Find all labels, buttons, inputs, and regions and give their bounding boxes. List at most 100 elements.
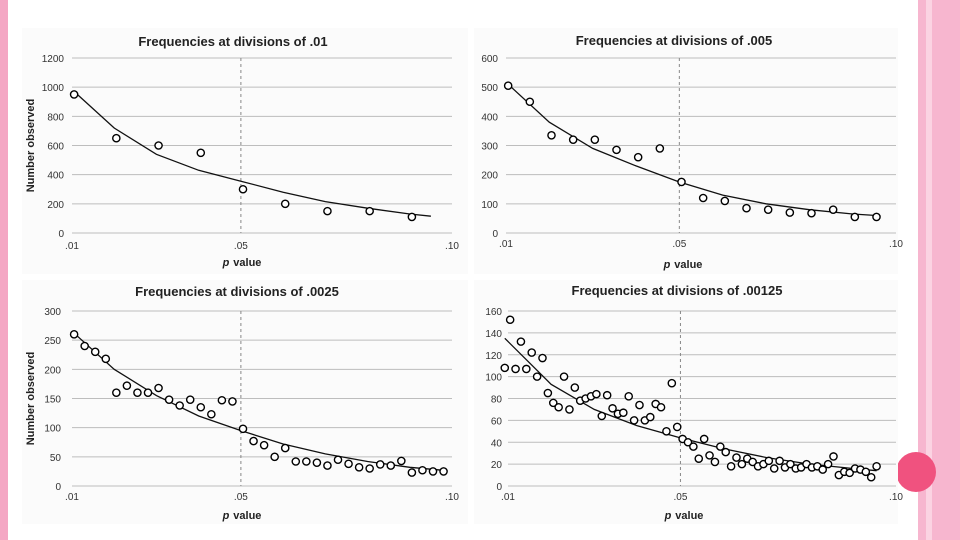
data-point [228,397,237,406]
data-point [112,133,121,143]
y-tick-label: 300 [481,142,498,153]
right-accent-stripe-inner [932,0,960,540]
data-point [872,462,881,471]
data-point [527,348,537,357]
data-point [565,405,574,414]
data-point [683,437,693,447]
data-point [726,462,736,471]
data-point [829,452,838,461]
data-point [154,141,163,150]
data-point [280,443,290,453]
x-axis-title: p value [664,510,704,522]
y-tick-label: 400 [47,171,64,182]
data-point [785,208,795,217]
y-tick-label: 500 [481,83,498,94]
data-point [786,459,795,469]
x-tick-label: .10 [445,241,459,252]
data-point [439,467,448,476]
data-point [710,457,720,467]
data-point [775,456,784,466]
chart-title: Frequencies at divisions of .00125 [572,283,783,298]
data-point [532,372,542,381]
chart-panel-top-left [22,28,468,274]
data-point [112,388,121,397]
data-point [207,409,216,419]
y-axis-title: Number observed [25,352,37,446]
data-point [185,395,195,404]
y-tick-label: 0 [58,229,64,240]
data-point [249,436,258,446]
x-tick-label: .10 [889,239,903,250]
data-point [590,135,600,144]
data-point [592,389,601,399]
y-axis-title: Number observed [25,99,37,193]
right-accent-stripe-mid [926,0,932,540]
data-point [101,354,111,364]
y-tick-label: 0 [496,482,502,493]
data-point [861,467,871,477]
x-axis-title: p value [663,259,703,271]
data-point [619,408,628,418]
y-tick-label: 20 [491,460,503,471]
x-axis-title-prefix: p [222,510,230,522]
data-point [505,315,515,325]
trend-line [73,91,431,217]
data-point [365,464,374,473]
data-point [428,467,438,476]
data-point [570,383,580,392]
data-point [732,453,741,462]
data-point [386,461,396,470]
data-point [699,434,709,444]
x-axis-title-prefix: p [222,257,230,269]
data-point [624,392,634,401]
data-point [217,395,227,405]
y-tick-label: 800 [47,112,64,123]
y-tick-label: 0 [492,229,498,240]
y-tick-label: 200 [44,365,61,376]
data-point [764,456,774,466]
data-point [716,442,725,451]
data-point [344,459,353,469]
data-point [672,422,682,432]
x-tick-label: .05 [234,241,248,252]
chart-1: Frequencies at divisions of .01 0 200 400 60… [25,34,459,269]
data-point [375,460,385,469]
data-point [828,205,838,214]
data-point [689,442,698,451]
y-tick-label: 100 [481,200,498,211]
x-axis-title-suffix: value [233,257,261,269]
data-point [748,457,757,467]
data-point [559,372,569,381]
y-tick-label: 120 [485,351,502,362]
y-tick-label: 100 [44,424,61,435]
data-point [818,465,828,474]
x-axis-title-suffix: value [233,510,261,522]
data-point [629,416,639,425]
left-accent-stripe [0,0,8,540]
data-point [511,364,520,374]
x-tick-label: .05 [673,492,687,503]
data-point [850,212,860,222]
chart-title: Frequencies at divisions of .01 [138,34,327,49]
data-point [312,458,322,467]
data-point [608,404,617,413]
y-tick-label: 100 [485,373,502,384]
data-point [720,196,730,206]
data-point [543,388,553,398]
x-tick-label: .10 [889,492,903,503]
x-axis-title-prefix: p [664,510,672,522]
data-point [698,193,708,203]
data-point [538,353,547,363]
data-point [418,465,427,475]
right-accent-stripe-outer [918,0,926,540]
data-point [196,402,206,412]
data-point [694,454,704,463]
data-point [500,363,510,373]
x-tick-label: .10 [445,492,459,503]
data-point [547,130,556,140]
y-tick-label: 1000 [42,83,65,94]
data-point [554,402,563,412]
x-axis-title-suffix: value [675,510,703,522]
data-point [612,145,621,155]
x-tick-label: .01 [65,241,79,252]
